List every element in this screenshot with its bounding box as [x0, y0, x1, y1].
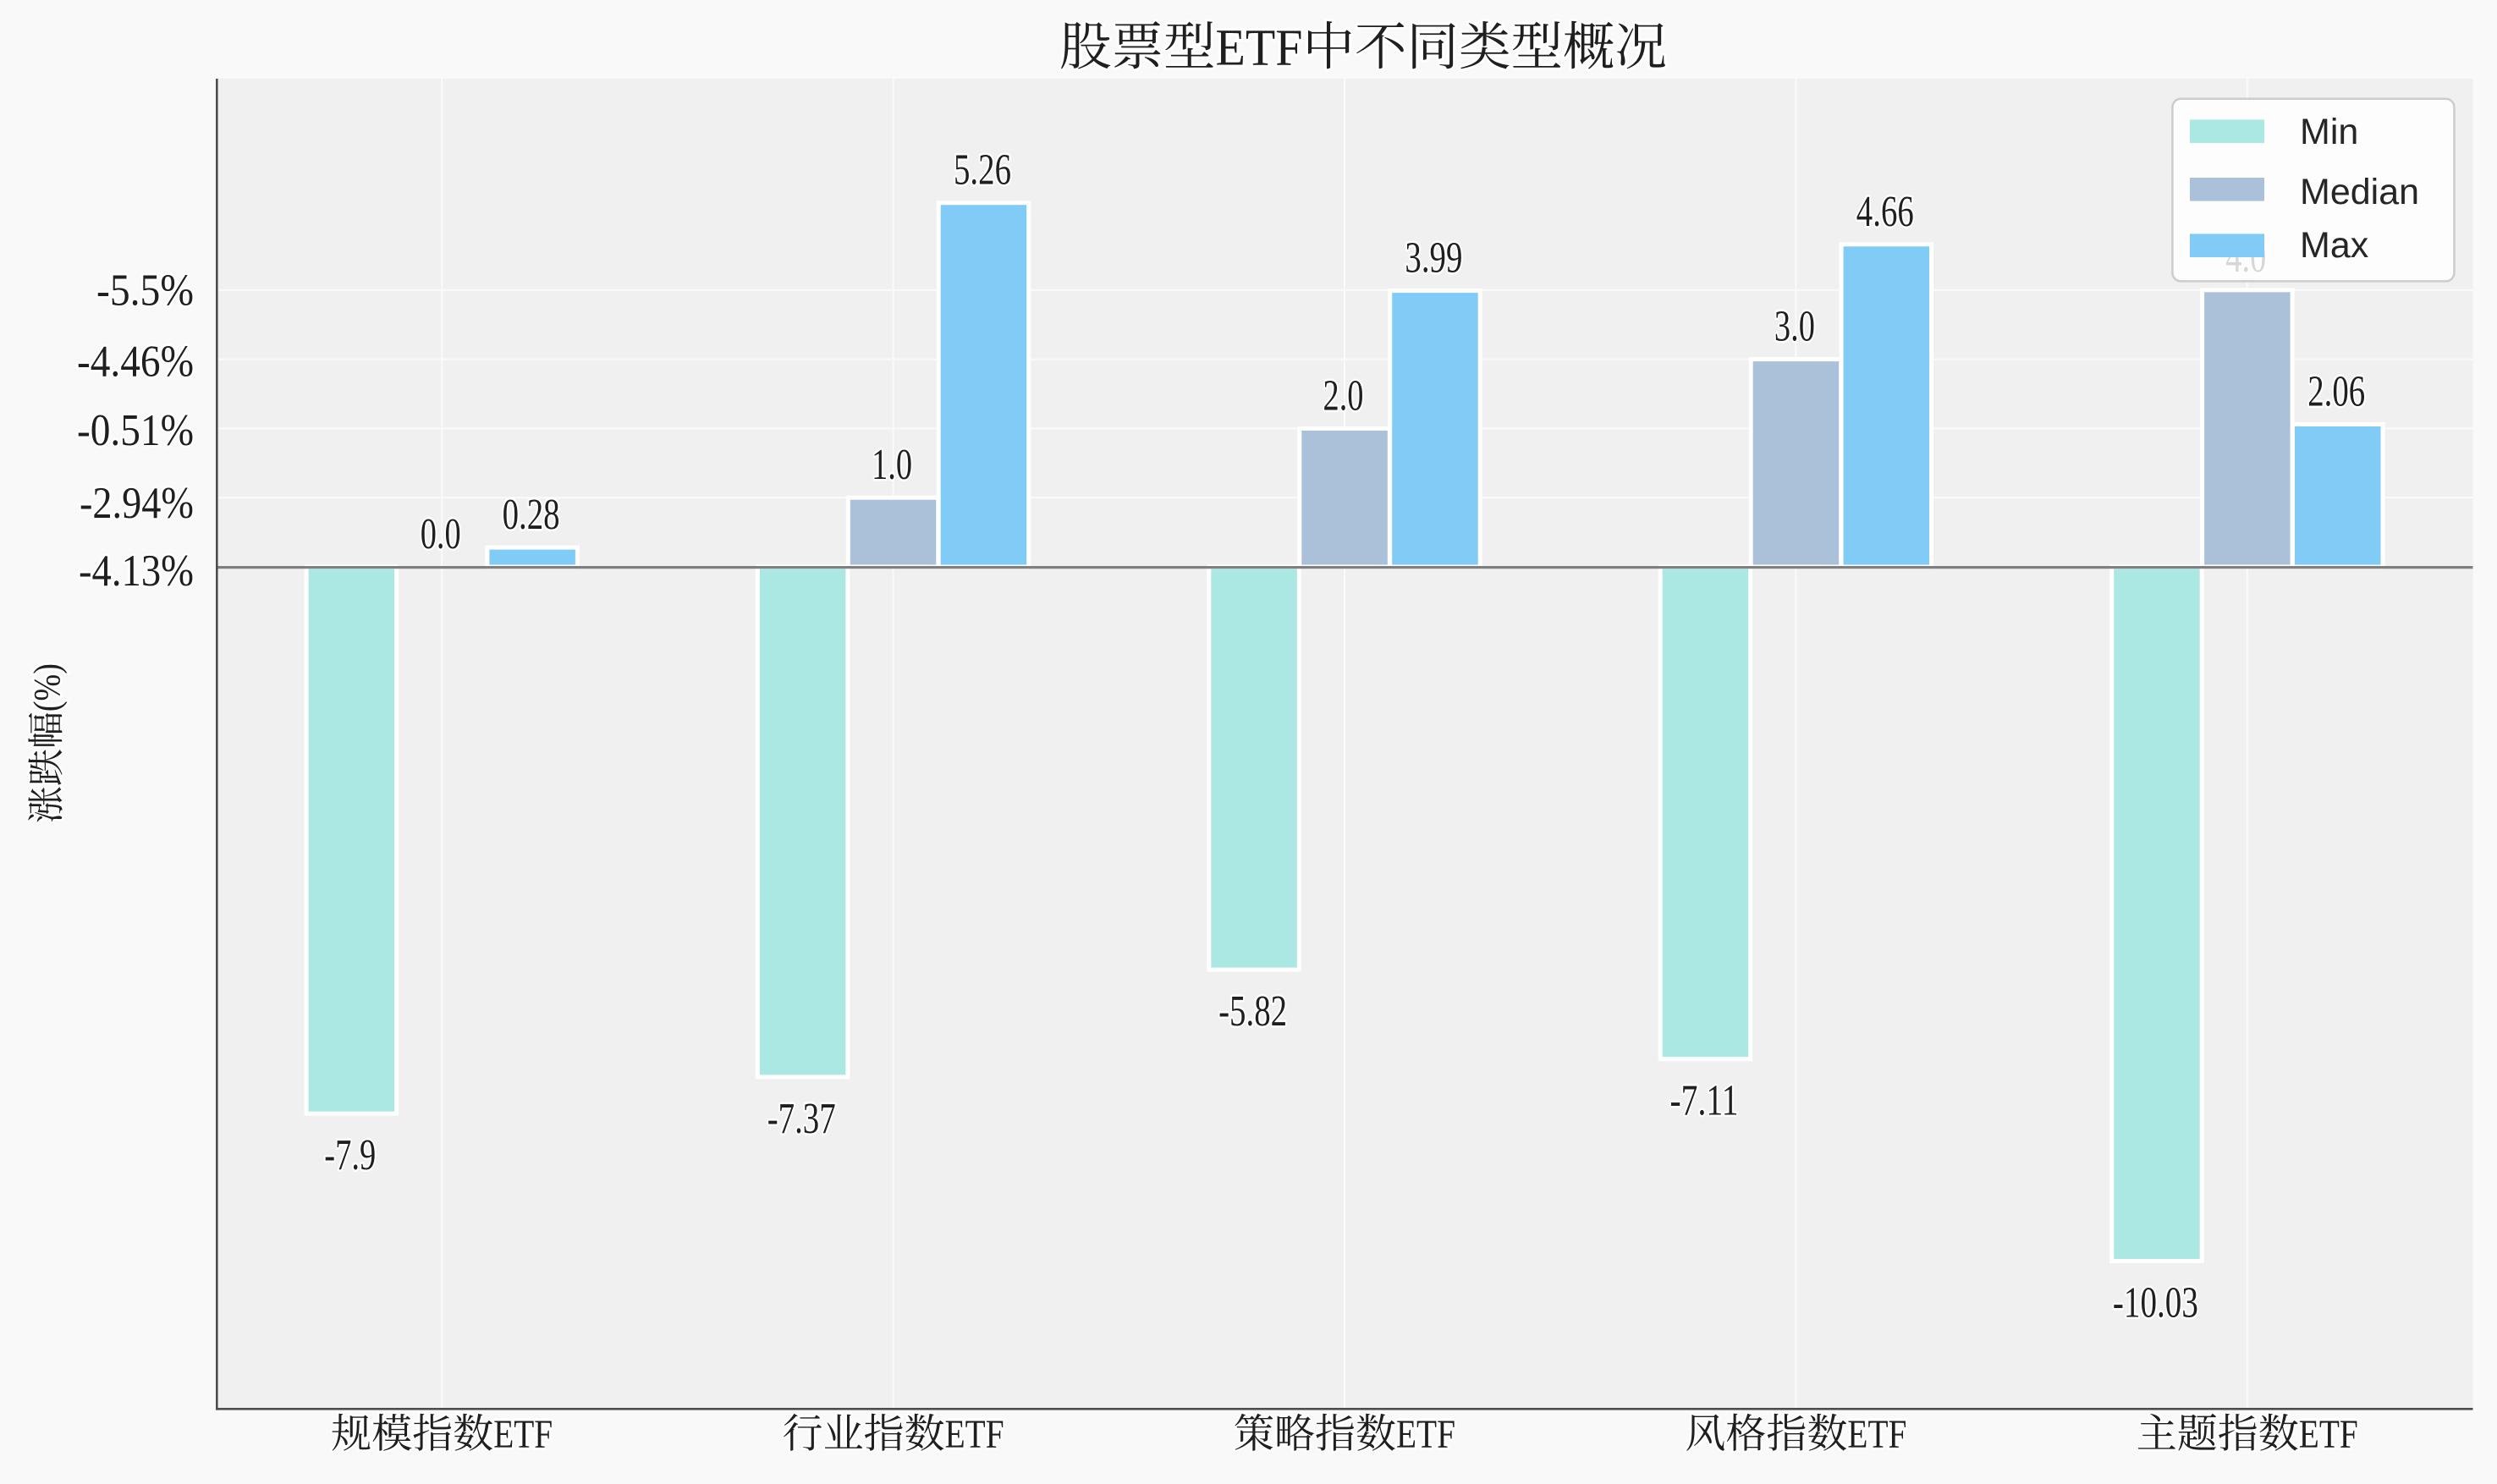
- svg-text:-2.94%: -2.94%: [80, 479, 194, 528]
- svg-text:ETF: ETF: [1396, 1412, 1455, 1457]
- svg-text:-4.46%: -4.46%: [77, 338, 194, 387]
- svg-text:5.26: 5.26: [954, 146, 1011, 195]
- svg-text:2.06: 2.06: [2307, 368, 2365, 416]
- svg-text:3.99: 3.99: [1405, 234, 1462, 283]
- svg-text:ETF: ETF: [1216, 19, 1303, 77]
- svg-text:(%): (%): [26, 663, 68, 712]
- svg-text:-4.13%: -4.13%: [79, 547, 194, 596]
- svg-text:-5.5%: -5.5%: [96, 267, 194, 316]
- svg-text:ETF: ETF: [945, 1412, 1004, 1457]
- svg-text:ETF: ETF: [493, 1412, 553, 1457]
- svg-text:-10.03: -10.03: [2113, 1279, 2198, 1327]
- svg-text:3.0: 3.0: [1774, 303, 1815, 351]
- svg-text:Max: Max: [2300, 225, 2369, 266]
- svg-text:Min: Min: [2300, 112, 2358, 152]
- svg-text:ETF: ETF: [2299, 1412, 2358, 1457]
- svg-text:ETF: ETF: [1847, 1412, 1906, 1457]
- svg-text:1.0: 1.0: [872, 441, 912, 489]
- svg-text:2.0: 2.0: [1323, 371, 1364, 420]
- svg-text:-0.51%: -0.51%: [77, 406, 194, 455]
- svg-text:0.28: 0.28: [503, 491, 560, 539]
- svg-text:-7.9: -7.9: [324, 1131, 376, 1179]
- svg-text:-7.37: -7.37: [767, 1095, 836, 1143]
- svg-text:Median: Median: [2300, 172, 2419, 212]
- svg-text:0.0: 0.0: [421, 510, 461, 558]
- svg-text:-7.11: -7.11: [1670, 1077, 1739, 1125]
- svg-text:-5.82: -5.82: [1218, 987, 1287, 1036]
- svg-text:4.66: 4.66: [1856, 188, 1914, 236]
